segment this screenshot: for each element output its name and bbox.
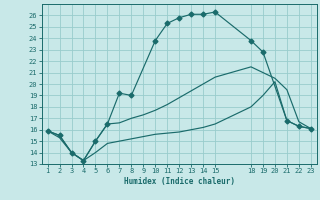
X-axis label: Humidex (Indice chaleur): Humidex (Indice chaleur) [124, 177, 235, 186]
